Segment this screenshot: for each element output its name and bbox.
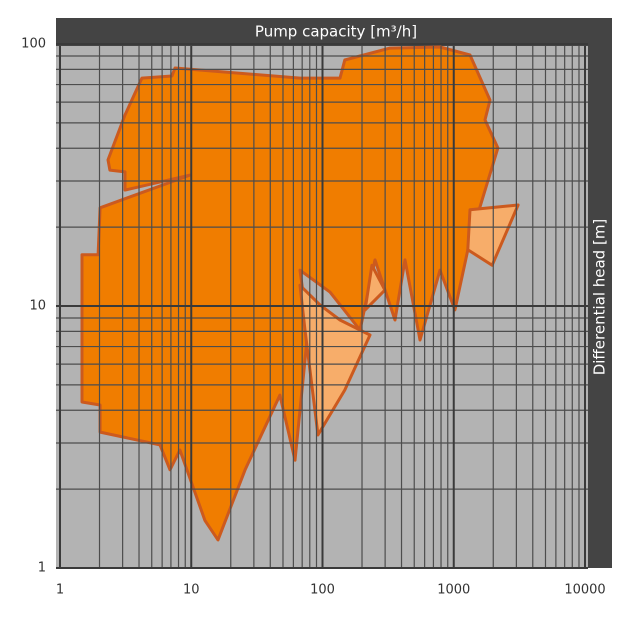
y-tick-label: 100 xyxy=(21,37,46,52)
x-tick-label: 1 xyxy=(56,583,64,598)
coverage-region xyxy=(80,45,500,542)
x-tick-label: 10 xyxy=(183,583,200,598)
y-tick-label: 1 xyxy=(38,561,46,576)
chart-title: Pump capacity [m³/h] xyxy=(255,23,417,41)
x-tick-label: 1000 xyxy=(437,583,470,598)
y-axis-title: Differential head [m] xyxy=(591,219,609,376)
right-bar xyxy=(588,18,612,568)
x-tick-label: 10000 xyxy=(564,583,605,598)
y-tick-label: 10 xyxy=(29,299,46,314)
top-bar xyxy=(56,18,612,46)
x-tick-label: 100 xyxy=(310,583,335,598)
coverage-region xyxy=(363,263,387,312)
